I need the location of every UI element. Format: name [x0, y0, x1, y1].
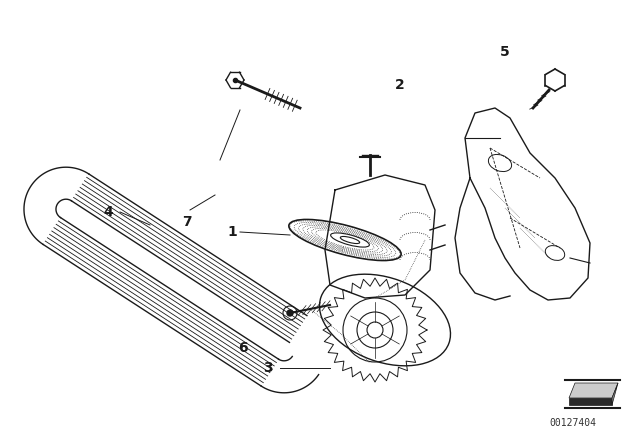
Text: 4: 4 — [103, 205, 113, 219]
Circle shape — [287, 310, 293, 316]
Text: 2: 2 — [395, 78, 405, 92]
Text: 6: 6 — [238, 341, 248, 355]
Text: 3: 3 — [263, 361, 273, 375]
Polygon shape — [569, 383, 618, 398]
Text: 7: 7 — [182, 215, 192, 229]
Polygon shape — [612, 383, 618, 405]
Text: 5: 5 — [500, 45, 510, 59]
Polygon shape — [569, 398, 612, 405]
Text: 00127404: 00127404 — [549, 418, 596, 428]
Text: 1: 1 — [227, 225, 237, 239]
